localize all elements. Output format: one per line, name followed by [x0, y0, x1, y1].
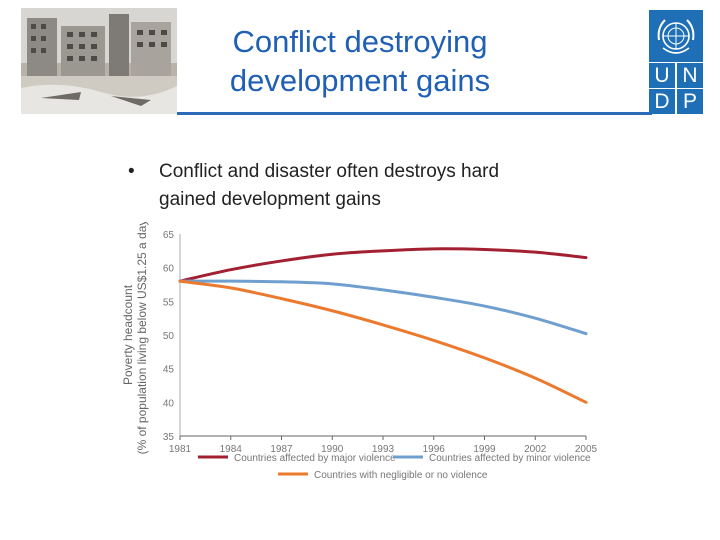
logo-letter-n: N [677, 63, 703, 88]
x-tick-label: 1999 [473, 444, 496, 455]
bullet-symbol: • [128, 161, 135, 182]
legend-label-0: Countries affected by major violence [234, 453, 396, 464]
x-tick-label: 1984 [220, 444, 243, 455]
series-line-1 [178, 279, 588, 336]
y-axis-label-line-1: Poverty headcount [121, 284, 135, 385]
logo-letter-d: D [649, 89, 675, 114]
y-tick-label: 60 [163, 264, 175, 275]
y-tick-label: 45 [163, 365, 175, 376]
un-globe-icon [657, 19, 695, 54]
un-emblem-icon [649, 10, 703, 62]
x-tick-label: 1996 [423, 444, 446, 455]
legend-label-1: Countries affected by minor violence [429, 453, 591, 464]
series-line-2 [178, 279, 588, 404]
x-tick-label: 2005 [575, 444, 598, 455]
x-tick-label: 1990 [321, 444, 344, 455]
y-tick-label: 35 [163, 432, 175, 443]
x-tick-label: 1981 [169, 444, 192, 455]
y-tick-label: 65 [163, 230, 175, 241]
y-tick-label: 40 [163, 398, 175, 409]
poverty-chart: Poverty headcount (% of population livin… [118, 216, 618, 502]
title-underline [177, 112, 652, 115]
y-tick-label: 55 [163, 297, 175, 308]
logo-letter-u: U [649, 63, 675, 88]
poverty-line-chart: Poverty headcount (% of population livin… [121, 216, 598, 481]
damaged-buildings-image [21, 8, 177, 114]
legend-label-2: Countries with negligible or no violence [314, 470, 488, 481]
x-tick-label: 2002 [524, 444, 547, 455]
series-line-0 [178, 247, 588, 283]
y-tick-label: 50 [163, 331, 175, 342]
slide-title: Conflict destroying development gains [185, 22, 535, 100]
war-damage-photo [21, 8, 177, 114]
logo-letter-p: P [677, 89, 703, 114]
title-line-1: Conflict destroying [232, 24, 488, 59]
title-line-2: development gains [229, 63, 491, 98]
y-axis-label-line-2: (% of population living below US$1.25 a … [135, 222, 149, 454]
x-tick-label: 1987 [270, 444, 293, 455]
undp-logo: U N D P [649, 10, 703, 114]
x-tick-label: 1993 [372, 444, 395, 455]
bullet-text: Conflict and disaster often destroys har… [159, 161, 500, 210]
